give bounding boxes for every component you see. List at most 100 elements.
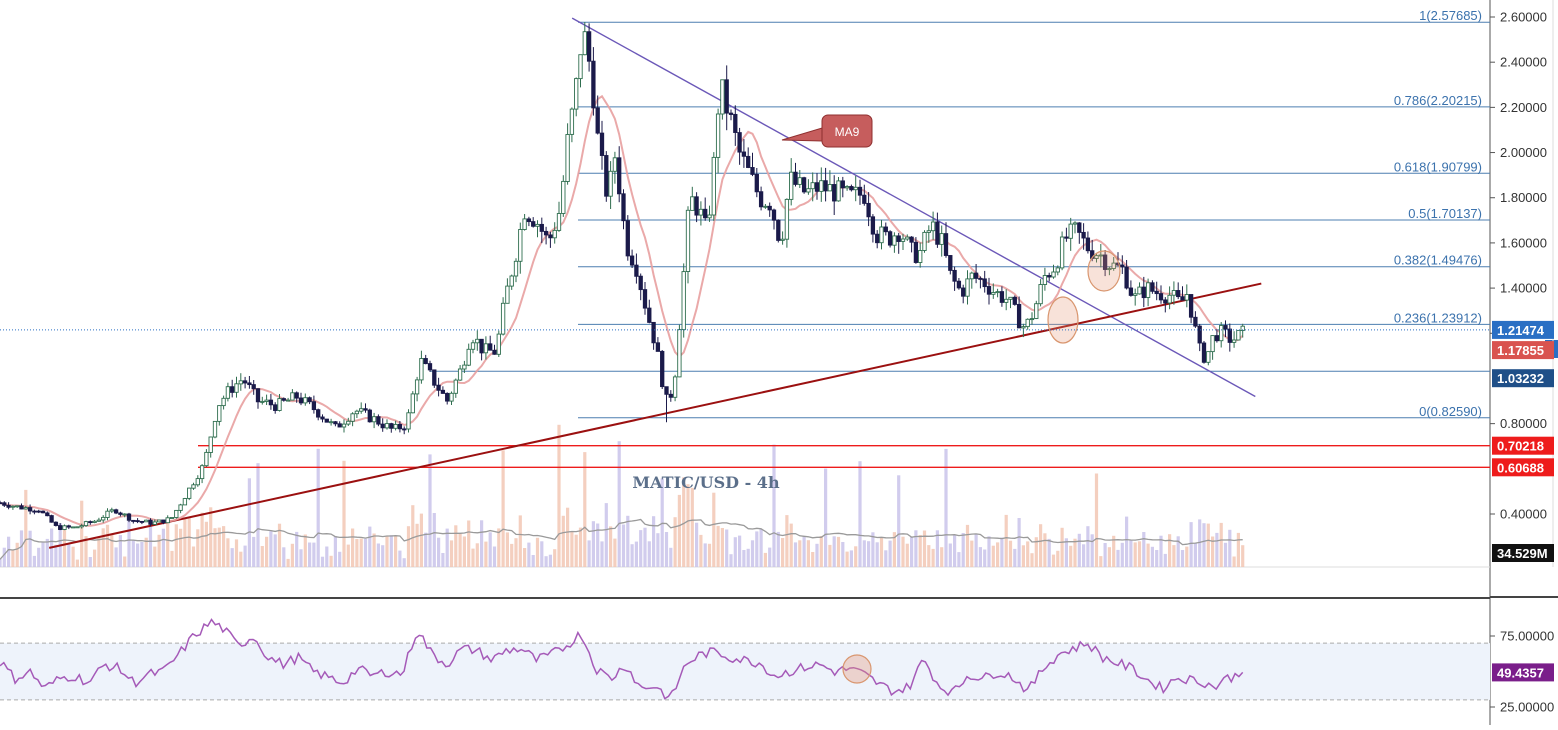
volume-bar [523, 548, 527, 567]
candle [780, 231, 785, 245]
candle [896, 232, 901, 254]
volume-bar [1013, 548, 1017, 567]
volume-bar [583, 452, 587, 567]
candle [1016, 296, 1022, 329]
candle [440, 386, 446, 394]
candle [789, 158, 794, 206]
candle [113, 508, 119, 515]
volume-bar [338, 551, 342, 567]
candle [165, 515, 170, 524]
candle [1231, 331, 1237, 348]
volume-bar [656, 533, 660, 567]
volume-bar [695, 522, 699, 567]
candle [986, 277, 992, 305]
volume-bar [561, 515, 565, 567]
candle [582, 22, 587, 56]
candle [350, 412, 355, 427]
volume-bar [174, 524, 178, 567]
candle [268, 393, 274, 410]
volume-bar [196, 529, 200, 567]
candle [238, 373, 243, 391]
volume-bar [449, 540, 454, 567]
candle [887, 230, 893, 248]
volume-bar [879, 537, 884, 567]
ma9-callout-label: MA9 [835, 125, 860, 139]
volume-bar [484, 541, 488, 567]
candle [870, 214, 876, 243]
volume-bar [836, 536, 841, 567]
volume-bar [492, 546, 497, 567]
volume-bar [600, 541, 604, 567]
candle [23, 506, 28, 510]
trendlines [48, 17, 1262, 549]
volume-bar [759, 528, 763, 567]
volume-bar [961, 533, 965, 567]
volume-bar [1206, 523, 1210, 567]
volume-bar [1180, 550, 1185, 567]
volume-bar [303, 534, 307, 567]
volume-bar [406, 526, 411, 567]
candle [66, 524, 71, 530]
volume-bar [527, 542, 531, 567]
ascending-trendline [48, 282, 1262, 549]
volume-bar [394, 535, 398, 567]
volume-bar [389, 535, 393, 567]
volume-bar [312, 542, 316, 567]
candle [711, 152, 716, 221]
candle [402, 426, 407, 435]
candle [1025, 318, 1030, 330]
volume-bar [41, 542, 45, 567]
candle [565, 123, 570, 185]
candle [720, 79, 725, 120]
volume-bar [1021, 545, 1025, 567]
volume-bar [1155, 550, 1159, 567]
volume-bar [712, 492, 716, 567]
volume-bar [776, 531, 780, 567]
volume-bar [501, 450, 505, 567]
svg-text:0.70218: 0.70218 [1497, 439, 1544, 454]
volume-bar [862, 540, 866, 567]
candle [139, 520, 145, 525]
current-price-tag: 1.21474 [1492, 320, 1554, 339]
candle [733, 105, 738, 146]
volume-bar [1159, 535, 1163, 567]
candle [664, 386, 669, 423]
candle [40, 510, 46, 514]
volume-ma [0, 518, 1243, 560]
volume-bar [707, 543, 712, 567]
volume-bar [772, 444, 776, 567]
volume-bar [256, 463, 260, 567]
volume-bar [510, 543, 514, 567]
volume-bar [333, 536, 337, 567]
candle [1115, 252, 1121, 267]
candle [277, 394, 282, 412]
volume-bar [652, 516, 656, 567]
volume-bar [1129, 540, 1133, 567]
candle [535, 220, 540, 238]
candle [608, 161, 613, 209]
candle [131, 519, 136, 524]
candle [419, 350, 424, 384]
volume-bar [458, 533, 462, 567]
volume-bar [935, 530, 939, 567]
volume-bar [204, 521, 208, 567]
volume-bar [763, 552, 767, 567]
price-tick-label: 2.00000 [1500, 145, 1547, 160]
volume-bar [28, 530, 32, 567]
volume-bar [243, 545, 247, 567]
candle [152, 519, 157, 525]
candle [698, 201, 704, 226]
candle [174, 509, 179, 519]
volume-bar [677, 494, 681, 567]
volume-bar [1069, 545, 1073, 567]
volume-bar [587, 540, 591, 567]
candle [642, 282, 648, 315]
candle [578, 54, 583, 88]
candle [621, 189, 626, 230]
candle [754, 168, 759, 198]
volume-bar [1064, 538, 1068, 567]
volume-bar [84, 536, 88, 567]
candle [617, 146, 622, 203]
candle [969, 271, 974, 289]
volume-bar [372, 533, 376, 567]
